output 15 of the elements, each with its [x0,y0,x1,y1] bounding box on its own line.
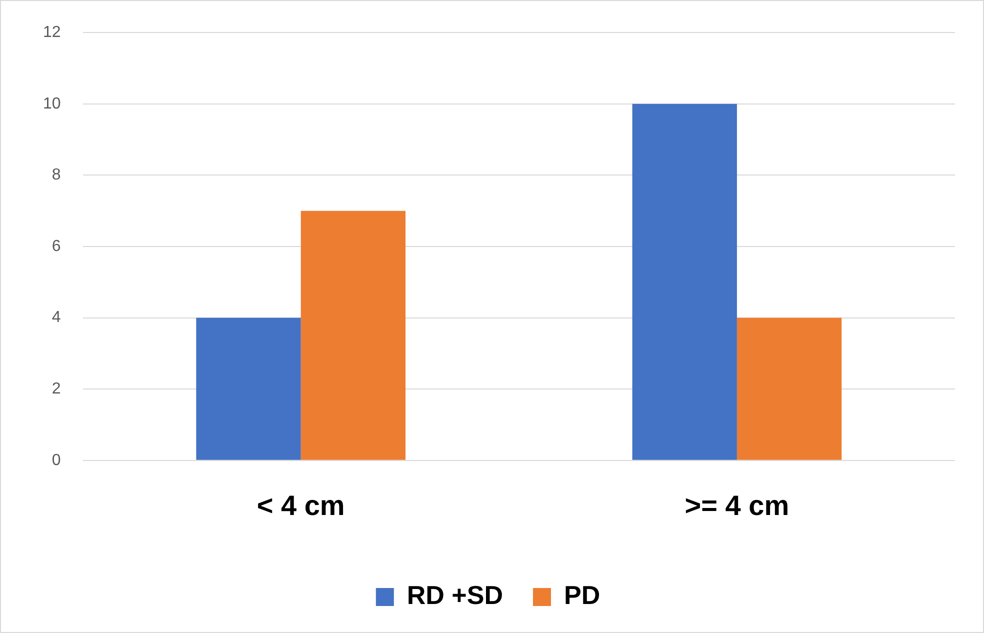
y-tick-label: 0 [52,452,61,469]
y-tick-label: 12 [43,24,61,42]
y-tick-label: 4 [52,309,61,326]
bar [632,104,737,460]
legend-label: RD +SD [406,580,503,610]
y-tick-label: 6 [52,238,61,255]
bar [196,318,301,460]
y-tick-label: 2 [52,380,61,398]
y-tick-label: 8 [52,166,61,184]
bar [300,210,406,460]
x-tick-label: >= 4 cm [684,490,790,521]
legend-label: PD [564,580,600,610]
bar [736,318,842,460]
x-tick-label: < 4 cm [256,490,345,521]
y-tick-label: 10 [43,95,61,112]
